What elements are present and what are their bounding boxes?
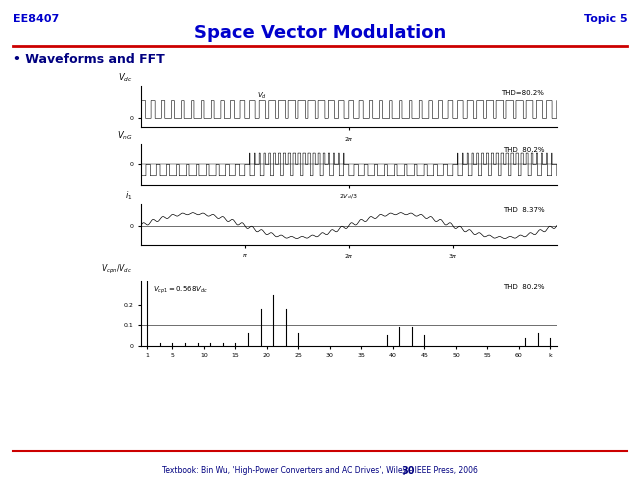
- Text: $V_{nG}$: $V_{nG}$: [116, 130, 132, 142]
- Text: 30: 30: [401, 466, 415, 476]
- Text: Textbook: Bin Wu, 'High-Power Converters and AC Drives', Wiley - IEEE Press, 200: Textbook: Bin Wu, 'High-Power Converters…: [162, 466, 478, 475]
- Text: THD  8.37%: THD 8.37%: [502, 207, 544, 213]
- Text: THD=80.2%: THD=80.2%: [502, 90, 544, 96]
- Text: THD  80.2%: THD 80.2%: [503, 284, 544, 290]
- Text: Topic 5: Topic 5: [584, 14, 627, 24]
- Text: $i_1$: $i_1$: [125, 190, 132, 202]
- Text: $V_{cpn}/V_{dc}$: $V_{cpn}/V_{dc}$: [101, 263, 132, 276]
- Text: $V_{dc}$: $V_{dc}$: [118, 72, 132, 84]
- Text: EE8407: EE8407: [13, 14, 59, 24]
- Text: THD  80.2%: THD 80.2%: [503, 147, 544, 153]
- Text: $V_{cp1}=0.568V_{dc}$: $V_{cp1}=0.568V_{dc}$: [154, 284, 209, 296]
- Text: $V_d$: $V_d$: [257, 91, 267, 101]
- Text: Space Vector Modulation: Space Vector Modulation: [194, 24, 446, 42]
- Text: • Waveforms and FFT: • Waveforms and FFT: [13, 53, 164, 66]
